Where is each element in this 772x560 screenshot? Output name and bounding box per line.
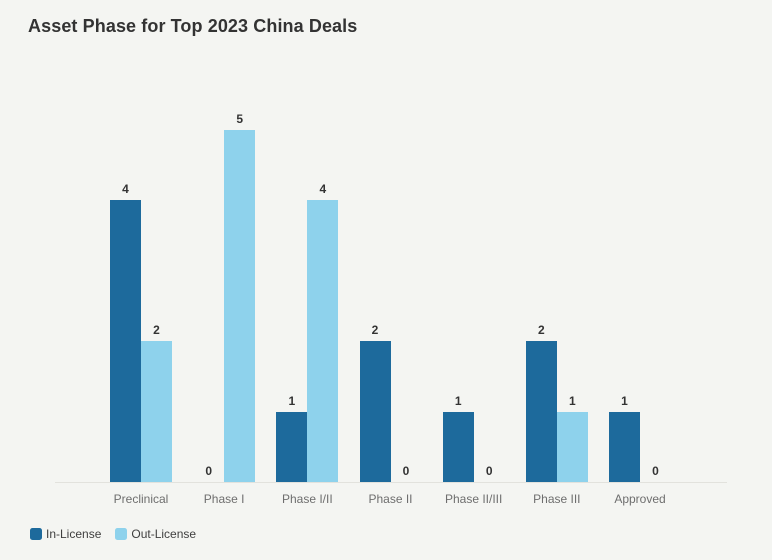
category-label-approved: Approved (614, 492, 666, 506)
bar-in-license-approved (609, 411, 641, 482)
bar-out-license-preclinical (141, 341, 172, 482)
legend-item-out-license: Out-License (115, 527, 196, 541)
value-label-out-license-approved: 0 (652, 464, 659, 478)
category-label-phase-i-ii: Phase I/II (281, 492, 333, 506)
bar-in-license-preclinical (110, 200, 141, 482)
value-label-out-license-phase-i: 5 (236, 111, 243, 126)
value-label-out-license-phase-ii-iii: 0 (485, 464, 493, 478)
legend-swatch-icon-in-license (30, 528, 42, 540)
category-label-phase-i: Phase I (203, 492, 245, 506)
category-label-phase-iii: Phase III (533, 492, 581, 506)
x-axis-line (55, 482, 727, 483)
bar-in-license-phase-ii-iii (442, 411, 474, 482)
category-label-preclinical: Preclinical (113, 492, 169, 506)
value-label-in-license-phase-ii: 2 (371, 323, 379, 337)
legend-swatch-icon-out-license (115, 528, 128, 540)
value-label-out-license-preclinical: 2 (153, 323, 160, 337)
value-label-in-license-phase-ii-iii: 1 (454, 393, 462, 408)
bar-out-license-phase-i (224, 129, 256, 482)
legend: In-License Out-License (30, 527, 196, 541)
bar-in-license-phase-ii (359, 341, 391, 482)
legend-label: Out-License (131, 527, 197, 541)
value-label-in-license-approved: 1 (621, 393, 628, 408)
value-label-out-license-phase-i-ii: 4 (319, 182, 327, 196)
value-label-in-license-phase-i: 0 (205, 464, 212, 478)
value-label-in-license-phase-iii: 2 (538, 323, 545, 337)
value-label-in-license-preclinical: 4 (122, 182, 129, 196)
value-label-out-license-phase-ii: 0 (402, 464, 410, 478)
category-label-phase-ii-iii: Phase II/III (444, 492, 503, 506)
value-label-in-license-phase-i-ii: 1 (288, 393, 296, 408)
category-label-phase-ii: Phase II (368, 492, 413, 506)
chart-title: Asset Phase for Top 2023 China Deals (28, 16, 358, 36)
bar-in-license-phase-i-ii (276, 411, 308, 482)
legend-item-in-license: In-License (30, 527, 101, 541)
bar-out-license-phase-i-ii (307, 200, 339, 482)
value-label-out-license-phase-iii: 1 (569, 393, 576, 408)
bar-in-license-phase-iii (525, 341, 557, 482)
bar-out-license-phase-iii (556, 411, 588, 482)
legend-label: In-License (46, 527, 102, 541)
